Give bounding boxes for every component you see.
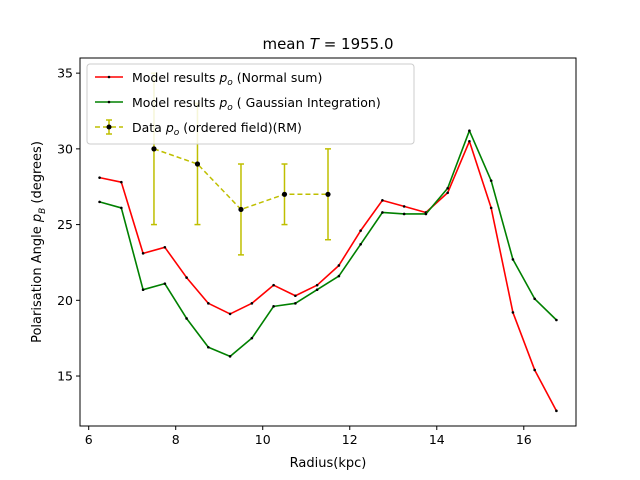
axes-layer: 6 8 10 12 14 16 15 20 25 30 35 xyxy=(57,57,577,447)
series-1-point xyxy=(163,282,167,285)
x-tick-label: 8 xyxy=(172,432,180,447)
y-label-suffix: (degrees) xyxy=(30,141,45,208)
series-1-point xyxy=(533,297,536,301)
chart-title: mean T = 1955.0 xyxy=(262,35,393,53)
series-0-point xyxy=(511,311,515,314)
series-1-point xyxy=(228,355,232,358)
series-0-point xyxy=(381,199,384,202)
series-1-point xyxy=(511,258,515,261)
y-tick-label: 25 xyxy=(57,217,73,232)
data-point xyxy=(238,206,244,213)
x-tick-label: 12 xyxy=(342,432,358,447)
series-1-point xyxy=(315,288,319,292)
legend-marker-gaussian xyxy=(107,100,111,104)
series-1-point xyxy=(424,212,428,216)
x-tick-label: 16 xyxy=(516,432,532,447)
data-point xyxy=(194,161,201,167)
series-0-point xyxy=(185,276,188,279)
y-label-prefix: Polarisation Angle xyxy=(30,222,45,343)
series-1-point xyxy=(555,318,558,322)
series-0-point xyxy=(120,180,123,184)
x-tick-label: 14 xyxy=(429,432,445,447)
series-0-point xyxy=(446,191,449,195)
x-tick-label: 6 xyxy=(85,432,93,447)
series-1-point xyxy=(207,345,210,349)
series-0-point xyxy=(468,139,471,143)
series-1-point xyxy=(250,336,254,340)
series-1-point xyxy=(468,129,471,132)
y-label-subscript: B xyxy=(38,208,48,214)
series-line-1 xyxy=(99,129,557,358)
series-1-point xyxy=(294,302,297,305)
legend-frame xyxy=(86,63,415,145)
series-0-point xyxy=(163,246,167,249)
series-0-point xyxy=(141,252,145,255)
legend-marker-data xyxy=(106,124,112,130)
series-0-point xyxy=(250,302,254,305)
y-axis-label: Polarisation Angle pB (degrees) xyxy=(30,141,48,343)
series-1-point xyxy=(402,212,406,216)
series-0-point xyxy=(294,294,297,298)
series-0-point xyxy=(315,283,319,287)
legend: Model results po (Normal sum) Model resu… xyxy=(86,63,415,145)
legend-marker-normal-sum xyxy=(107,75,111,79)
axes-frame xyxy=(79,57,577,427)
title-suffix: = 1955.0 xyxy=(319,35,394,53)
title-prefix: mean xyxy=(262,35,309,53)
series-1-point xyxy=(489,179,493,182)
y-tick-label: 35 xyxy=(57,66,73,81)
series-1-point xyxy=(337,274,341,278)
series-0-point xyxy=(207,302,210,305)
legend-label-data: Data po (ordered field)(RM) xyxy=(132,120,302,138)
series-0-point xyxy=(337,264,341,267)
legend-label-normal-sum: Model results po (Normal sum) xyxy=(132,70,322,88)
title-variable: T xyxy=(310,35,321,53)
series-1-point xyxy=(359,242,362,246)
series-0-point xyxy=(489,206,493,210)
data-point xyxy=(281,191,288,197)
x-tick-label: 10 xyxy=(255,432,271,447)
series-0-point xyxy=(359,229,362,232)
y-tick-label: 20 xyxy=(57,293,73,308)
series-0-point xyxy=(533,368,536,372)
series-0-point xyxy=(272,283,275,287)
data-point xyxy=(151,146,157,152)
y-tick-label: 15 xyxy=(57,369,73,384)
series-0-point xyxy=(555,409,558,413)
y-label-variable: p xyxy=(30,214,45,223)
data-point xyxy=(325,191,331,197)
legend-label-gaussian: Model results po ( Gaussian Integration) xyxy=(132,95,381,113)
series-0-point xyxy=(402,205,406,208)
series-1-point xyxy=(272,305,275,308)
series-0-point xyxy=(98,176,101,179)
series-line-0 xyxy=(99,140,558,412)
series-0-point xyxy=(228,312,232,316)
series-1-point xyxy=(381,211,384,214)
y-tick-label: 30 xyxy=(57,141,73,156)
series-1-point xyxy=(185,317,188,320)
series-1-point xyxy=(120,206,123,210)
series-1-point xyxy=(98,200,101,204)
series-1-point xyxy=(446,186,449,190)
series-1-point xyxy=(141,288,145,292)
x-axis-label: Radius(kpc) xyxy=(290,456,367,471)
